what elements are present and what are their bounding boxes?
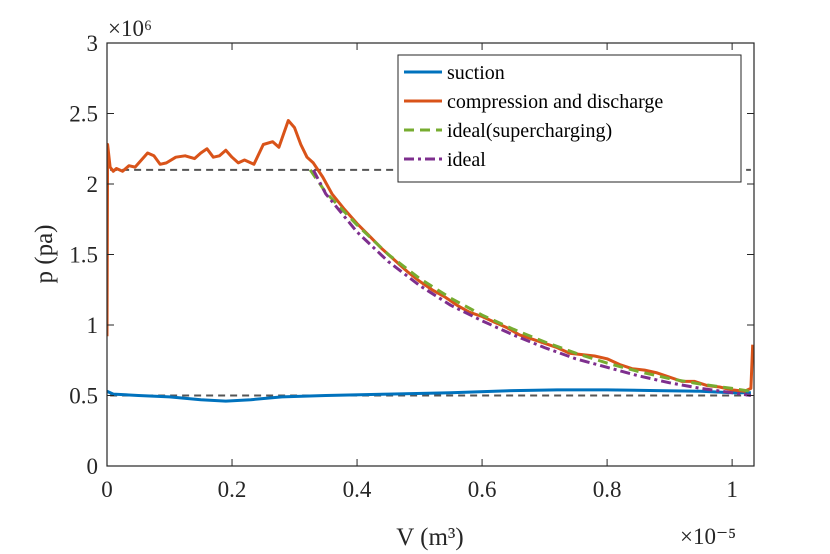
- series-line-1: [107, 119, 754, 393]
- y-tick-label: 1: [87, 313, 99, 338]
- y-tick-label: 0: [87, 454, 99, 479]
- y-tick-label: 0.5: [69, 384, 98, 409]
- y-tick-label: 2.5: [69, 102, 98, 127]
- y-tick-label: 2: [87, 172, 99, 197]
- legend-label-1: compression and discharge: [447, 91, 663, 113]
- x-multiplier-label: ×10⁻⁵: [680, 524, 736, 549]
- legend-label-2: ideal(supercharging): [447, 120, 612, 142]
- legend-box: [397, 54, 742, 183]
- y-tick-label: 3: [87, 31, 99, 56]
- ticks: 0 0.2 0.4 0.6 0.8 1 0 0.5 1 1.5 2 2.5 3: [69, 31, 754, 502]
- x-tick-label: 0.8: [593, 477, 622, 502]
- x-tick-label: 0.4: [343, 477, 372, 502]
- series-line-3: [311, 169, 752, 397]
- series-line-0: [107, 388, 751, 403]
- x-tick-label: 1: [726, 477, 738, 502]
- legend-label-3: ideal: [447, 149, 486, 171]
- y-axis-label: p (pa): [31, 225, 58, 284]
- y-tick-label: 1.5: [69, 243, 98, 268]
- x-tick-label: 0: [101, 477, 113, 502]
- x-axis-label: V (m³): [396, 524, 463, 551]
- reference-lines: [110, 168, 751, 397]
- series-layer: [107, 119, 754, 403]
- legend-entries: suction compression and discharge ideal(su…: [404, 62, 663, 171]
- series-line-2: [308, 169, 752, 393]
- y-multiplier-label: ×10⁶: [108, 16, 152, 41]
- legend-label-0: suction: [447, 62, 505, 84]
- x-tick-label: 0.2: [218, 477, 247, 502]
- x-tick-label: 0.6: [468, 477, 497, 502]
- legend: suction compression and discharge ideal(su…: [397, 54, 742, 183]
